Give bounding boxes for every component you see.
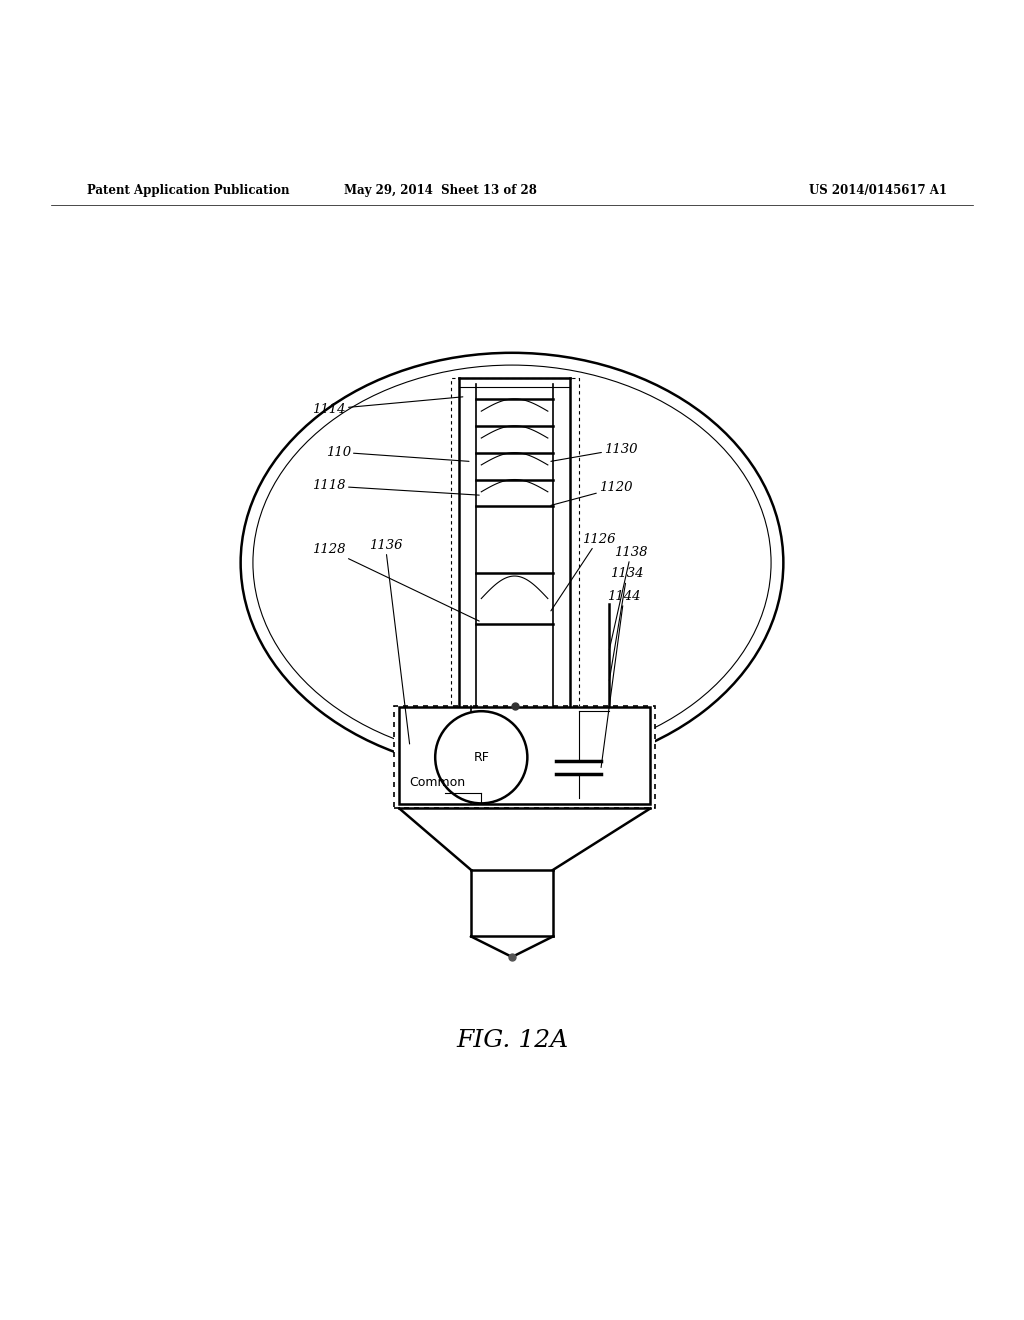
Text: 1128: 1128 bbox=[312, 543, 479, 622]
Text: Patent Application Publication: Patent Application Publication bbox=[87, 183, 290, 197]
Text: 1136: 1136 bbox=[369, 539, 410, 744]
Text: 1144: 1144 bbox=[601, 590, 641, 767]
Text: 1134: 1134 bbox=[609, 568, 644, 681]
Text: FIG. 12A: FIG. 12A bbox=[456, 1030, 568, 1052]
Bar bbox=[394, 706, 655, 808]
Bar bbox=[399, 708, 650, 804]
Text: RF: RF bbox=[473, 751, 489, 764]
Text: 1118: 1118 bbox=[312, 479, 479, 495]
Text: 1130: 1130 bbox=[551, 442, 638, 462]
Text: US 2014/0145617 A1: US 2014/0145617 A1 bbox=[809, 183, 947, 197]
Text: 1138: 1138 bbox=[609, 546, 648, 649]
Text: 110: 110 bbox=[326, 446, 469, 462]
Text: 1114: 1114 bbox=[312, 397, 463, 416]
Circle shape bbox=[435, 711, 527, 804]
Text: Common: Common bbox=[410, 776, 466, 789]
Bar bbox=[451, 379, 579, 706]
Text: May 29, 2014  Sheet 13 of 28: May 29, 2014 Sheet 13 of 28 bbox=[344, 183, 537, 197]
Text: 1120: 1120 bbox=[551, 482, 633, 506]
Text: 1126: 1126 bbox=[551, 533, 615, 611]
